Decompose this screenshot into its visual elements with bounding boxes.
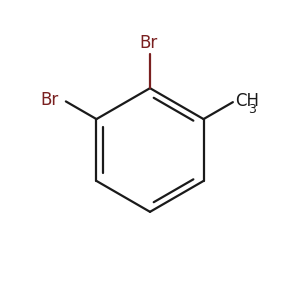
Text: Br: Br [140,34,158,52]
Text: Br: Br [40,91,58,109]
Text: 3: 3 [248,103,256,116]
Text: CH: CH [235,92,259,110]
